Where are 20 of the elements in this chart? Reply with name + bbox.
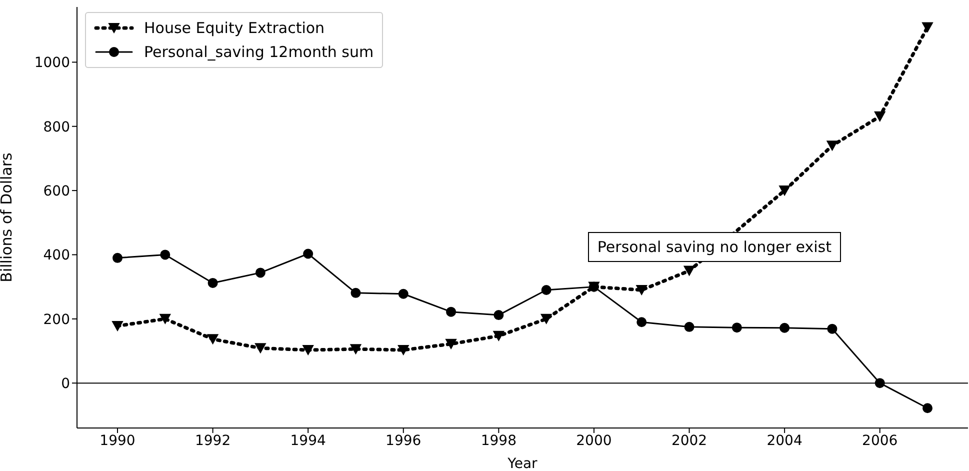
x-tick-label: 2002	[671, 432, 708, 449]
x-tick-label: 2006	[862, 432, 898, 449]
x-tick-label: 1998	[480, 432, 516, 449]
y-tick-label: 1000	[34, 55, 70, 72]
legend-label: House Equity Extraction	[144, 19, 325, 37]
y-tick-label: 800	[43, 119, 70, 136]
y-axis-title: Billions of Dollars	[0, 152, 16, 282]
x-axis-title: Year	[506, 456, 538, 471]
y-tick-label: 600	[43, 184, 70, 200]
legend-label: Personal_saving 12month sum	[144, 43, 374, 61]
x-tick-label: 1990	[100, 432, 136, 449]
y-tick-label: 200	[43, 312, 70, 328]
x-tick-label: 2000	[576, 432, 612, 449]
x-tick-label: 2004	[766, 432, 802, 449]
y-tick-label: 0	[61, 376, 70, 392]
y-tick-label: 400	[43, 248, 70, 264]
note-box: Personal saving no longer exist	[588, 232, 840, 262]
x-tick-label: 1994	[290, 432, 326, 449]
x-tick-label: 1996	[386, 432, 422, 449]
x-tick-label: 1992	[194, 432, 231, 449]
